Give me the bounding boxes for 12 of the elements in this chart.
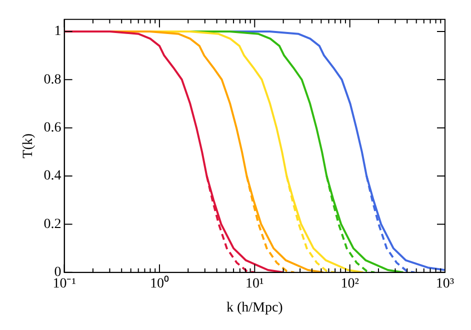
x-tick-label: 10² (340, 276, 359, 292)
y-tick-label: 0.4 (44, 168, 62, 184)
x-tick-label: 10⁻¹ (52, 276, 76, 292)
y-tick-label: 0.6 (44, 120, 62, 136)
y-tick-label: 0.8 (44, 72, 62, 88)
y-tick-label: 0.2 (44, 216, 62, 232)
x-tick-label: 10¹ (246, 276, 264, 292)
x-tick-label: 10⁰ (150, 275, 169, 292)
y-axis-title: T(k) (21, 133, 36, 158)
x-tick-label: 10³ (436, 276, 454, 292)
y-tick-label: 1 (54, 24, 62, 40)
x-axis-title: k (h/Mpc) (226, 300, 284, 316)
